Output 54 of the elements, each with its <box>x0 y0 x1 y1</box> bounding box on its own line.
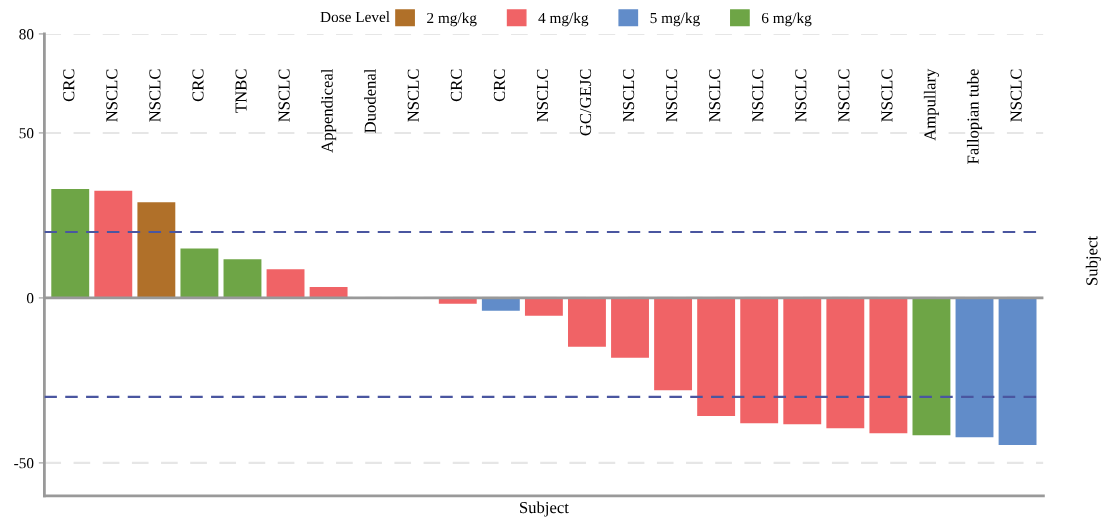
x-tick-label: NSCLC <box>106 69 118 122</box>
x-tick-label: NSCLC <box>795 69 807 122</box>
bar <box>568 297 606 347</box>
bar <box>697 297 736 417</box>
bar <box>524 297 563 316</box>
bar <box>955 297 994 438</box>
x-tick-label: Appendiceal <box>321 68 337 153</box>
x-tick-label: NSCLC <box>666 69 678 122</box>
y-tick-label: 80 <box>19 29 34 40</box>
bar <box>266 269 305 298</box>
bar <box>309 287 348 298</box>
x-tick-label: NSCLC <box>838 69 850 122</box>
legend-label: 2 mg/kg <box>427 12 477 27</box>
y-tick-label: 50 <box>19 128 34 139</box>
bar <box>137 202 176 298</box>
bar <box>481 297 520 311</box>
bar <box>826 297 865 429</box>
bar <box>998 297 1037 446</box>
bar <box>223 259 262 298</box>
x-tick-label: NSCLC <box>622 69 635 122</box>
x-tick-label: GC/GEJC <box>579 69 592 136</box>
x-tick-label: NSCLC <box>752 69 764 122</box>
x-tick-label: NSCLC <box>149 69 161 122</box>
legend-title: Dose Level <box>320 11 390 23</box>
x-tick-label: NSCLC <box>709 69 721 122</box>
x-tick-label: CRC <box>63 69 75 102</box>
y-tick-label: -50 <box>14 458 34 469</box>
bar <box>654 297 693 391</box>
bar <box>869 297 908 434</box>
x-tick-label: NSCLC <box>1010 69 1022 122</box>
x-tick-label: Ampullary <box>923 68 940 141</box>
bar <box>611 297 649 358</box>
x-tick-label: TNBC <box>235 69 247 113</box>
bar <box>912 297 951 436</box>
bar <box>740 297 779 424</box>
x-tick-label: Duodenal <box>364 68 376 133</box>
x-tick-label: CRC <box>450 69 462 102</box>
x-tick-label: Fallopian tube <box>966 69 983 164</box>
bar <box>51 189 90 298</box>
x-tick-label: NSCLC <box>278 69 290 122</box>
x-axis-title: Subject <box>520 501 569 517</box>
text: Subject <box>1085 236 1101 285</box>
bar <box>94 190 133 298</box>
legend-label: 5 mg/kg <box>650 12 700 27</box>
y-tick-label: 0 <box>26 293 34 304</box>
legend-label: 6 mg/kg <box>761 12 812 27</box>
bar <box>783 297 822 425</box>
bar <box>180 248 219 298</box>
x-tick-label: NSCLC <box>881 69 893 122</box>
x-tick-label: NSCLC <box>407 69 419 122</box>
x-tick-label: CRC <box>493 69 506 102</box>
x-tick-label: CRC <box>192 69 204 102</box>
legend-label: 4 mg/kg <box>538 12 589 27</box>
x-tick-label: NSCLC <box>536 69 549 122</box>
